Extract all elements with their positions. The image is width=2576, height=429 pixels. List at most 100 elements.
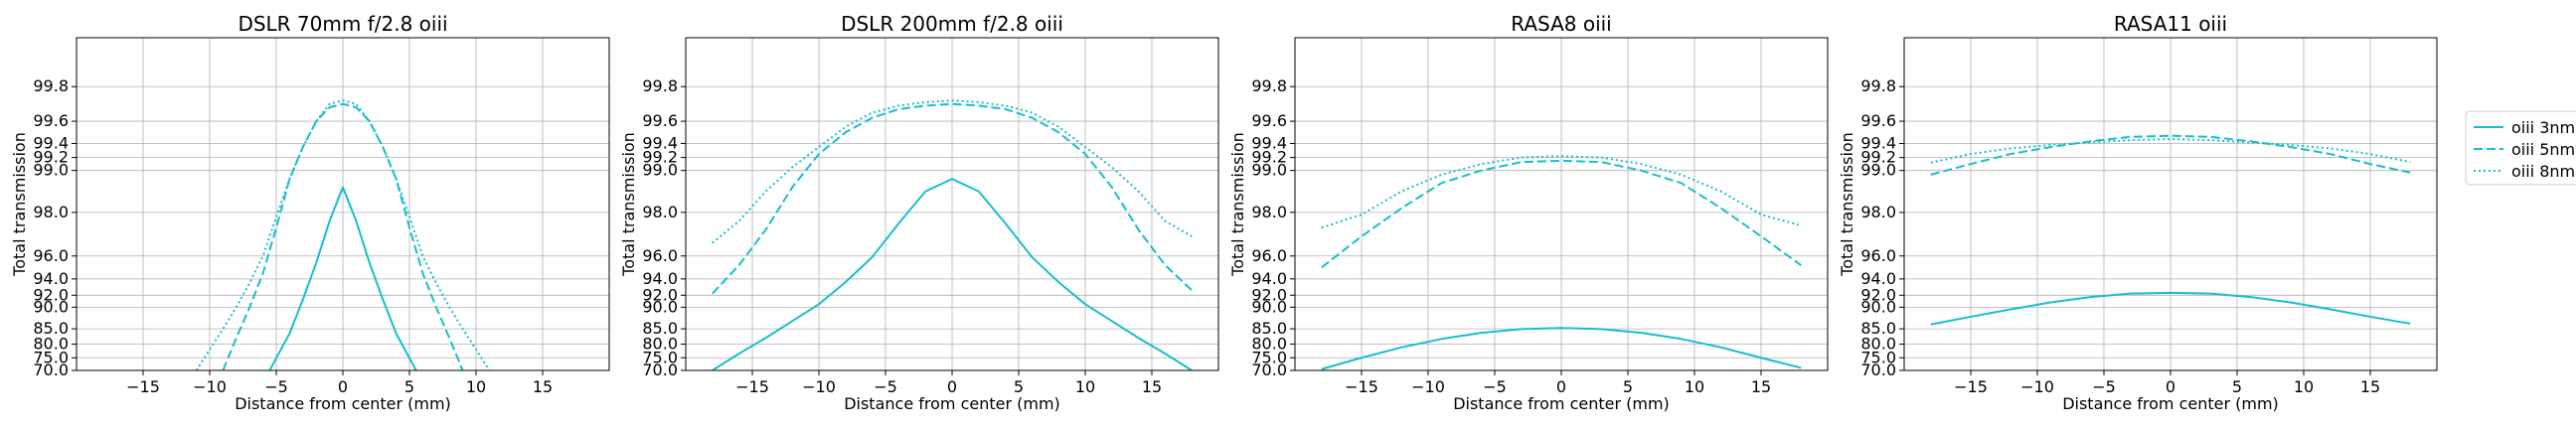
y-tick-label: 99.8	[1251, 76, 1287, 95]
y-tick-label: 96.0	[642, 246, 678, 265]
series-line	[195, 99, 491, 370]
x-tick-label: 10	[466, 377, 486, 396]
subplot-1: −15 −10 −5 0 5 10 15 70.075.080.085.0 90.092.094…	[10, 12, 610, 413]
legend-entry: oiii 8nm	[2511, 162, 2575, 181]
y-tick-label: 99.0	[1251, 161, 1287, 180]
x-axis-label: Distance from center (mm)	[1453, 394, 1670, 413]
series-line	[1930, 134, 2411, 176]
y-tick-label: 99.0	[33, 161, 69, 180]
legend-box	[2465, 110, 2576, 186]
y-tick-label: 99.4	[33, 134, 69, 153]
y-tick-label: 85.0	[33, 319, 69, 338]
x-tick-label: 15	[1142, 377, 1162, 396]
y-tick-label: 99.4	[1251, 134, 1287, 153]
y-tick-label: 96.0	[33, 246, 69, 265]
series-line	[712, 102, 1193, 295]
y-tick-label: 92.0	[1860, 285, 1896, 304]
y-tick-label: 98.0	[642, 203, 678, 221]
x-tick-label: 15	[533, 377, 553, 396]
y-tick-label: 75.0	[33, 348, 69, 366]
y-tick-label: 99.6	[33, 111, 69, 130]
x-tick-label: 0	[2166, 377, 2175, 396]
y-axis-label: Total transmission	[10, 132, 29, 277]
x-tick-label: 10	[1075, 377, 1095, 396]
y-tick-label: 90.0	[642, 297, 678, 316]
x-axis-label: Distance from center (mm)	[235, 394, 451, 413]
x-tick-label: −10	[193, 377, 227, 396]
series-line	[1321, 159, 1802, 269]
x-tick-label: −15	[1345, 377, 1378, 396]
x-tick-label: −5	[1483, 377, 1507, 396]
series-line	[1930, 291, 2411, 326]
x-tick-label: −15	[126, 377, 160, 396]
series-line	[712, 99, 1193, 244]
x-tick-label: −5	[874, 377, 897, 396]
y-tick-label: 99.6	[1860, 111, 1896, 130]
y-tick-label: 99.2	[33, 148, 69, 167]
chart-title: RASA8 oiii	[1511, 12, 1612, 36]
legend: oiii 3nm oiii 5nm oiii 8nm	[2465, 110, 2576, 186]
x-tick-label: 15	[2360, 377, 2380, 396]
series-line	[1930, 138, 2411, 164]
x-tick-label: −15	[735, 377, 769, 396]
x-tick-label: 0	[1556, 377, 1566, 396]
y-tick-label: 94.0	[1251, 269, 1287, 288]
y-tick-label: 98.0	[1860, 203, 1896, 221]
y-tick-label: 99.6	[1251, 111, 1287, 130]
x-tick-label: 15	[1751, 377, 1771, 396]
subplot-4: −15 −10 −5 0 5 10 15 70.075.080.085.0 90.092.094…	[1838, 12, 2438, 413]
x-tick-label: −15	[1954, 377, 1988, 396]
y-axis-label: Total transmission	[619, 132, 638, 277]
y-tick-label: 90.0	[1860, 297, 1896, 316]
y-tick-label: 98.0	[1251, 203, 1287, 221]
y-tick-label: 85.0	[1860, 319, 1896, 338]
legend-entry: oiii 5nm	[2511, 140, 2575, 159]
y-tick-label: 75.0	[1251, 348, 1287, 366]
y-tick-label: 94.0	[1860, 269, 1896, 288]
x-tick-label: −10	[802, 377, 836, 396]
x-tick-label: −10	[2020, 377, 2054, 396]
y-tick-label: 99.8	[33, 76, 69, 95]
chart-title: DSLR 200mm f/2.8 oiii	[841, 12, 1063, 36]
chart-title: RASA11 oiii	[2114, 12, 2227, 36]
y-tick-label: 99.4	[1860, 134, 1896, 153]
x-axis-label: Distance from center (mm)	[844, 394, 1060, 413]
x-tick-label: 5	[1014, 377, 1024, 396]
y-tick-label: 85.0	[642, 319, 678, 338]
x-tick-label: 5	[2232, 377, 2242, 396]
chart-title: DSLR 70mm f/2.8 oiii	[238, 12, 447, 36]
legend-entry: oiii 3nm	[2511, 118, 2575, 137]
x-tick-label: 10	[2294, 377, 2314, 396]
y-tick-label: 99.8	[642, 76, 678, 95]
series-line	[1321, 327, 1802, 370]
y-tick-label: 94.0	[642, 269, 678, 288]
y-tick-label: 90.0	[33, 297, 69, 316]
y-tick-label: 92.0	[33, 285, 69, 304]
y-tick-label: 92.0	[642, 285, 678, 304]
y-tick-label: 99.2	[1860, 148, 1896, 167]
y-tick-label: 99.2	[1251, 148, 1287, 167]
series-group	[1930, 134, 2411, 326]
y-tick-label: 92.0	[1251, 285, 1287, 304]
y-tick-label: 98.0	[33, 203, 69, 221]
x-tick-label: 0	[338, 377, 348, 396]
y-tick-label: 85.0	[1251, 319, 1287, 338]
y-tick-label: 80.0	[642, 335, 678, 354]
y-tick-label: 96.0	[1251, 246, 1287, 265]
y-tick-label: 99.0	[1860, 161, 1896, 180]
y-tick-label: 80.0	[1251, 335, 1287, 354]
y-tick-label: 80.0	[33, 335, 69, 354]
x-tick-label: 10	[1685, 377, 1704, 396]
y-tick-label: 99.2	[642, 148, 678, 167]
series-group	[195, 99, 491, 370]
x-tick-label: 0	[947, 377, 957, 396]
y-tick-label: 70.0	[1860, 360, 1896, 379]
y-tick-label: 99.0	[642, 161, 678, 180]
y-tick-label: 99.8	[1860, 76, 1896, 95]
y-tick-label: 94.0	[33, 269, 69, 288]
y-tick-label: 99.4	[642, 134, 678, 153]
y-tick-label: 75.0	[642, 348, 678, 366]
series-line	[268, 186, 417, 370]
y-tick-label: 90.0	[1251, 297, 1287, 316]
